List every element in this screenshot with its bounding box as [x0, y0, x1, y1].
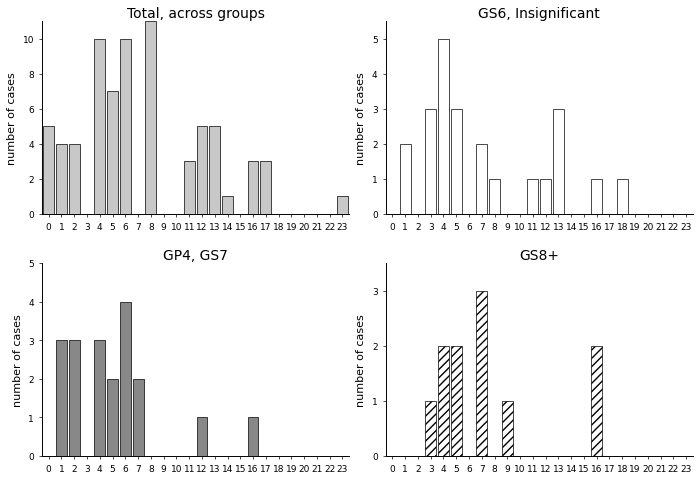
- Bar: [120, 302, 131, 456]
- Bar: [540, 180, 551, 215]
- Title: Total, across groups: Total, across groups: [127, 7, 265, 21]
- Bar: [527, 180, 538, 215]
- Bar: [337, 197, 348, 215]
- Bar: [107, 379, 118, 456]
- Bar: [451, 346, 462, 456]
- Bar: [502, 401, 512, 456]
- Bar: [56, 340, 67, 456]
- Bar: [133, 379, 144, 456]
- Bar: [400, 144, 411, 215]
- Bar: [617, 180, 628, 215]
- Bar: [94, 39, 105, 215]
- Y-axis label: number of cases: number of cases: [7, 72, 17, 165]
- Bar: [197, 127, 207, 215]
- Bar: [56, 144, 67, 215]
- Bar: [476, 144, 487, 215]
- Bar: [248, 162, 258, 215]
- Bar: [438, 346, 449, 456]
- Bar: [476, 291, 487, 456]
- Bar: [94, 340, 105, 456]
- Bar: [120, 39, 131, 215]
- Bar: [222, 197, 233, 215]
- Title: GP4, GS7: GP4, GS7: [163, 248, 228, 262]
- Bar: [260, 162, 272, 215]
- Bar: [592, 180, 602, 215]
- Bar: [69, 340, 80, 456]
- Bar: [426, 109, 436, 215]
- Bar: [489, 180, 500, 215]
- Bar: [107, 92, 118, 215]
- Bar: [209, 127, 220, 215]
- Title: GS6, Insignificant: GS6, Insignificant: [478, 7, 600, 21]
- Y-axis label: number of cases: number of cases: [356, 313, 366, 406]
- Bar: [248, 417, 258, 456]
- Bar: [197, 417, 207, 456]
- Y-axis label: number of cases: number of cases: [13, 313, 22, 406]
- Y-axis label: number of cases: number of cases: [356, 72, 366, 165]
- Bar: [426, 401, 436, 456]
- Bar: [592, 346, 602, 456]
- Bar: [146, 22, 156, 215]
- Bar: [451, 109, 462, 215]
- Bar: [43, 127, 54, 215]
- Bar: [69, 144, 80, 215]
- Bar: [438, 39, 449, 215]
- Title: GS8+: GS8+: [519, 248, 559, 262]
- Bar: [553, 109, 564, 215]
- Bar: [184, 162, 195, 215]
